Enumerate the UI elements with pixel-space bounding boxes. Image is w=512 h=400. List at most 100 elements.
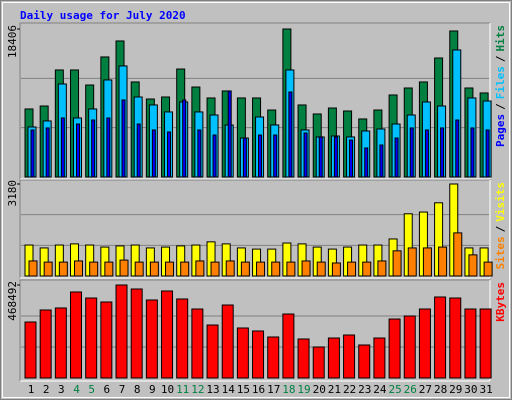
x-tick-label: 24 — [373, 383, 387, 396]
bar — [210, 261, 220, 277]
bar — [191, 308, 204, 379]
bar — [468, 254, 478, 277]
bar — [206, 324, 219, 379]
x-tick-label: 14 — [222, 383, 236, 396]
bar — [301, 260, 311, 277]
bar — [225, 260, 235, 277]
x-tick-label: 11 — [176, 383, 189, 396]
x-tick-label: 22 — [343, 383, 356, 396]
bar — [422, 247, 432, 277]
x-tick-label: 4 — [73, 383, 80, 396]
bar — [318, 136, 323, 178]
bar — [136, 123, 141, 178]
x-tick-label: 12 — [191, 383, 204, 396]
legend: Sites / Visits — [494, 182, 507, 270]
bar — [43, 261, 53, 277]
bar — [362, 261, 372, 277]
bar — [303, 132, 308, 178]
bar — [28, 260, 38, 277]
bar — [316, 261, 326, 277]
bar — [165, 261, 175, 277]
bar — [394, 137, 399, 178]
bar — [100, 301, 113, 379]
x-tick-label: 5 — [88, 383, 95, 396]
bar — [418, 308, 431, 379]
y-tick-label: 3180 — [6, 180, 19, 207]
x-tick-label: 15 — [237, 383, 250, 396]
bar — [258, 134, 263, 178]
bar — [343, 334, 356, 379]
x-tick-label: 28 — [434, 383, 447, 396]
y-tick-label: 468492 — [6, 281, 19, 321]
x-tick-label: 21 — [328, 383, 341, 396]
legend-separator: / — [494, 225, 507, 232]
bar — [130, 288, 143, 379]
bar — [240, 261, 250, 277]
bar — [85, 297, 98, 379]
bar — [151, 129, 156, 178]
bar — [349, 139, 354, 178]
bar — [197, 129, 202, 178]
x-tick-label: 18 — [282, 383, 295, 396]
legend-entry: Sites — [494, 236, 507, 269]
bar — [70, 291, 83, 379]
bar — [379, 144, 384, 178]
bar — [407, 247, 417, 277]
x-tick-label: 31 — [479, 383, 492, 396]
bar — [60, 117, 65, 178]
legend: Pages / Files / Hits — [494, 25, 507, 147]
bar — [271, 261, 281, 277]
bar — [403, 315, 416, 379]
x-tick-label: 13 — [206, 383, 219, 396]
bar — [91, 119, 96, 178]
legend-separator: / — [494, 55, 507, 62]
bar — [176, 298, 189, 379]
bar — [76, 123, 81, 178]
x-tick-label: 17 — [267, 383, 280, 396]
bar — [373, 337, 386, 379]
bar — [483, 261, 493, 277]
bar — [392, 250, 402, 277]
x-tick-label: 1 — [28, 383, 35, 396]
bar — [347, 261, 357, 277]
bar — [470, 127, 475, 178]
bar — [195, 260, 205, 277]
bar — [424, 129, 429, 178]
x-tick-label: 8 — [134, 383, 141, 396]
y-tick-label: 18406 — [6, 25, 19, 58]
legend: KBytes — [494, 282, 507, 322]
x-tick-label: 27 — [419, 383, 432, 396]
x-tick-label: 7 — [119, 383, 126, 396]
bar — [180, 261, 190, 277]
bar — [449, 297, 462, 379]
bar — [282, 313, 295, 379]
x-tick-label: 23 — [358, 383, 371, 396]
bar — [236, 327, 249, 379]
legend-entry: Pages — [494, 114, 507, 147]
bar — [256, 261, 266, 277]
bar — [45, 127, 50, 178]
bar — [242, 137, 247, 178]
bar — [167, 131, 172, 178]
bar — [358, 344, 371, 379]
x-tick-label: 9 — [149, 383, 156, 396]
bar — [58, 261, 68, 277]
x-tick-label: 16 — [252, 383, 265, 396]
bar — [364, 147, 369, 178]
bar — [24, 321, 37, 379]
x-tick-label: 30 — [464, 383, 477, 396]
legend-entry: Hits — [494, 25, 507, 52]
bar — [227, 90, 232, 178]
x-tick-label: 19 — [297, 383, 310, 396]
bar — [30, 129, 35, 178]
bar — [434, 296, 447, 379]
bar — [377, 260, 387, 277]
bar — [161, 290, 174, 379]
x-tick-label: 3 — [58, 383, 65, 396]
bar — [221, 304, 234, 379]
x-tick-label: 25 — [388, 383, 401, 396]
x-tick-label: 10 — [161, 383, 174, 396]
